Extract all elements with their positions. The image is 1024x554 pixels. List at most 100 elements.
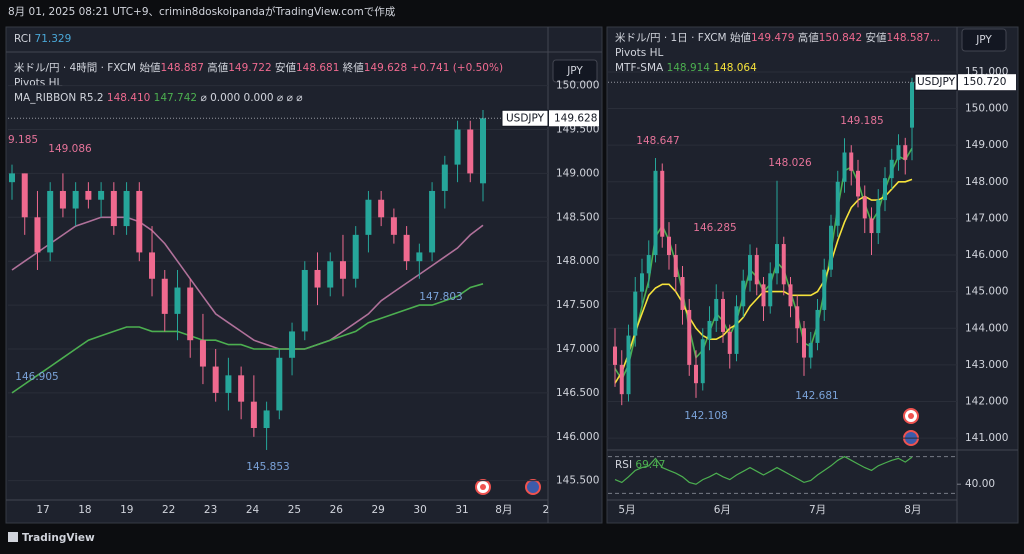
candle-body	[835, 181, 840, 226]
x-tick-label: 2	[542, 504, 549, 516]
y-tick-label: 149.000	[965, 139, 1008, 151]
symbol: 米ドル/円 · 4時間 · FXCM	[14, 61, 136, 74]
candle-body	[700, 339, 705, 384]
x-tick-label: 6月	[714, 504, 731, 516]
ribbon-extra: ⌀	[296, 92, 302, 104]
pivot-label: 142.681	[795, 390, 838, 402]
last-price: 150.720	[963, 76, 1006, 88]
sma-legend: MTF-SMA 148.914 148.064	[615, 62, 757, 74]
candle-body	[365, 199, 372, 235]
candle-body	[619, 364, 624, 395]
pivot-label: 148.647	[636, 135, 679, 147]
candle-body	[714, 298, 719, 321]
currency: JPY	[566, 65, 583, 77]
candle-body	[667, 236, 671, 256]
candle-body	[301, 269, 308, 332]
ribbon-v2: 147.742	[154, 92, 197, 104]
y-tick-label: 147.000	[965, 212, 1008, 224]
y-tick-label: 149.000	[556, 167, 599, 179]
x-tick-label: 26	[330, 504, 344, 516]
candle-body	[314, 269, 321, 288]
rsi-name: RSI	[615, 459, 632, 471]
candle-body	[795, 306, 800, 329]
pivot-label: 149.185	[840, 115, 883, 127]
pivots-legend: Pivots HL	[615, 47, 663, 59]
candle-body	[72, 190, 79, 209]
pivot-label: 148.026	[768, 157, 812, 169]
candle-body	[289, 331, 296, 358]
candle-body	[856, 170, 860, 197]
candle-body	[98, 190, 105, 200]
candle-body	[149, 252, 156, 279]
candle-body	[161, 278, 168, 314]
candle-body	[199, 340, 206, 367]
last-symbol-box	[914, 73, 958, 91]
currency-button[interactable]	[961, 28, 1007, 52]
last-price-box	[958, 74, 1016, 91]
pivot-label: 146.285	[693, 222, 736, 234]
candle-body	[441, 164, 448, 191]
y-tick-label: 146.500	[556, 387, 599, 399]
y-tick-label: 146.000	[965, 249, 1008, 261]
candle-body	[802, 328, 806, 358]
x-tick-label: 23	[204, 504, 217, 516]
candle-body	[815, 309, 820, 343]
x-tick-label: 8月	[904, 504, 921, 516]
rci-legend: RCI 71.329	[14, 33, 71, 45]
x-tick-label: 25	[288, 504, 301, 516]
y-tick-label: 146.000	[556, 431, 599, 443]
candle-body	[910, 82, 914, 128]
candle-body	[680, 276, 685, 310]
candle-body	[869, 218, 874, 234]
open: 148.887	[160, 62, 203, 74]
candle-body	[225, 375, 232, 393]
candle-body	[212, 366, 219, 393]
open-label: 始値	[730, 31, 751, 44]
x-tick-label: 29	[372, 504, 385, 516]
change: +0.741 (+0.50%)	[411, 62, 504, 74]
candle-body	[429, 190, 436, 253]
candle-body	[187, 287, 194, 341]
candle-body	[754, 255, 759, 285]
candle-body	[339, 261, 346, 279]
sma-v1: 148.914	[667, 62, 711, 74]
candle-body	[896, 145, 901, 160]
currency-button[interactable]	[552, 59, 598, 83]
candle-body	[250, 401, 257, 429]
y-tick-label: 141.000	[965, 432, 1008, 444]
x-tick-label: 18	[78, 504, 91, 516]
symbol: 米ドル/円 · 1日 · FXCM	[615, 31, 727, 44]
high-label: 高値	[798, 31, 819, 44]
candle-body	[276, 357, 283, 411]
candle-body	[748, 255, 752, 281]
close-label: 終値	[343, 61, 364, 74]
open-label: 始値	[139, 61, 160, 74]
rci-value: 71.329	[35, 33, 72, 45]
rsi-line	[614, 455, 913, 485]
y-tick-label: 145.000	[965, 286, 1008, 298]
ribbon-extra: ⌀	[287, 92, 293, 104]
candle-body	[110, 190, 117, 227]
candle-body	[416, 252, 423, 262]
candle-body	[263, 410, 270, 429]
candle-body	[694, 364, 698, 384]
low: 148.681	[296, 62, 339, 74]
candle-body	[660, 170, 665, 237]
candle-body	[768, 273, 773, 307]
flag-icon[interactable]	[525, 479, 541, 495]
candle-body	[327, 261, 334, 288]
candle-body	[781, 244, 786, 285]
pivot-label: 146.905	[15, 371, 58, 383]
y-tick-label: 147.500	[556, 299, 599, 311]
x-tick-label: 30	[413, 504, 426, 516]
candle-body	[238, 375, 245, 402]
last-symbol-box	[501, 109, 549, 127]
rsi-tick-label: 40.00	[965, 478, 995, 490]
x-tick-label: 22	[162, 504, 175, 516]
candle-body	[653, 170, 658, 256]
candle-body	[378, 199, 385, 218]
candle-body	[741, 280, 746, 307]
event-icon-dot	[480, 484, 486, 490]
brand-logo	[8, 532, 18, 542]
